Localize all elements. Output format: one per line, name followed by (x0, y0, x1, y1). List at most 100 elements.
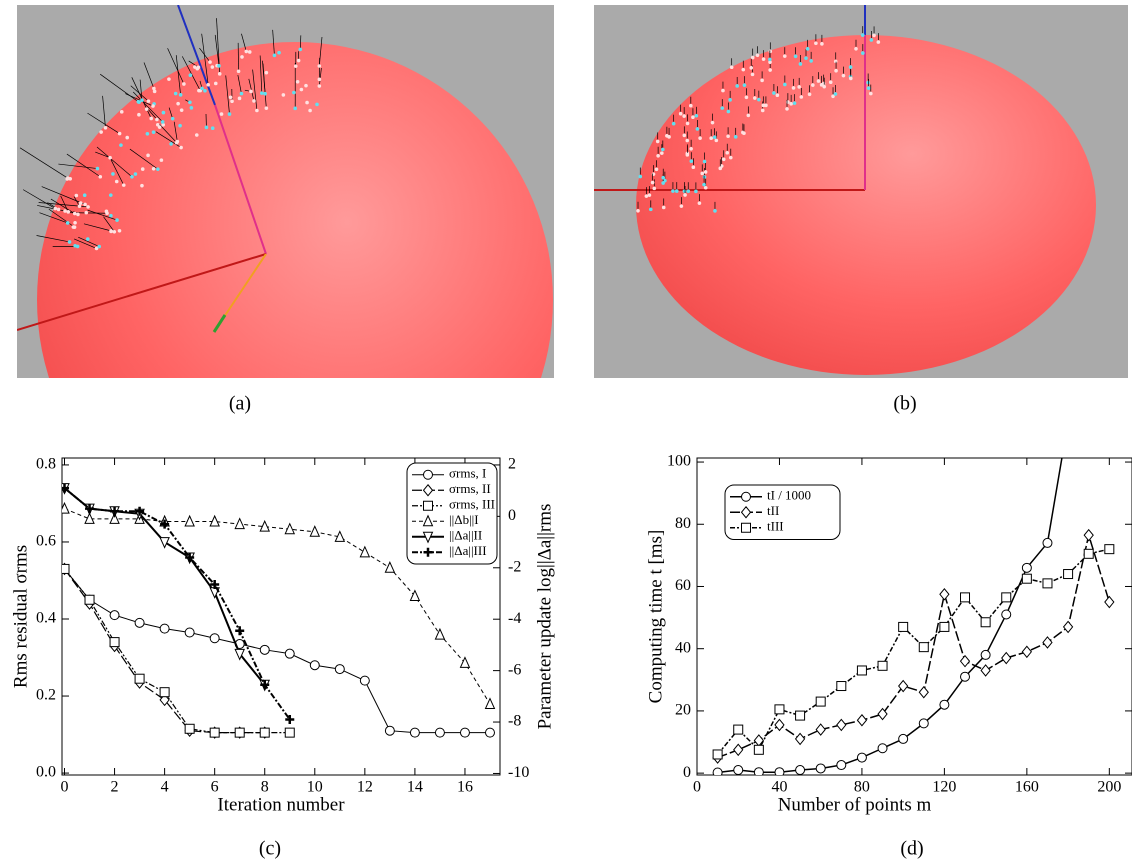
point (733, 135, 738, 139)
ray (143, 62, 155, 89)
point (63, 209, 67, 213)
point (757, 97, 761, 102)
point (691, 115, 695, 120)
point (656, 153, 660, 158)
point (295, 80, 300, 84)
marker (959, 654, 971, 668)
axis-y-end (212, 314, 227, 333)
marker (109, 512, 120, 524)
y2-tick-label: 0 (508, 507, 516, 524)
point (755, 53, 760, 58)
y-tick-label: 0 (683, 764, 691, 781)
point (244, 49, 249, 54)
marker (1021, 562, 1032, 573)
point (703, 185, 708, 190)
point (73, 244, 77, 248)
marker (877, 743, 888, 754)
marker (1104, 544, 1115, 555)
x-tick-label: 14 (407, 779, 423, 796)
legend-label: σrms, I (449, 466, 486, 481)
point (648, 207, 653, 212)
ray (41, 186, 86, 205)
point (94, 246, 99, 251)
point (728, 98, 732, 102)
marker (1062, 620, 1074, 634)
marker (1021, 645, 1033, 659)
marker (359, 545, 371, 558)
legend-label: σrms, III (449, 497, 495, 512)
point (685, 153, 690, 157)
marker (284, 727, 295, 738)
point (682, 133, 687, 138)
marker (284, 522, 296, 535)
y-tick-label: 40 (675, 639, 691, 656)
plot-frame (61, 457, 501, 776)
point (137, 100, 141, 104)
ray (78, 236, 100, 247)
point (685, 121, 690, 126)
point (65, 221, 70, 225)
point (721, 157, 726, 162)
marker (309, 525, 321, 537)
marker (134, 673, 145, 684)
point (117, 228, 122, 233)
marker (422, 514, 434, 527)
marker (1021, 573, 1032, 584)
point (661, 147, 665, 152)
point (130, 175, 134, 179)
marker (918, 718, 929, 729)
point (66, 210, 71, 214)
plot-frame (696, 457, 1132, 776)
marker (309, 660, 320, 671)
marker (795, 765, 806, 775)
point (652, 186, 657, 191)
point (299, 87, 304, 92)
point (178, 123, 182, 128)
points (53, 47, 322, 251)
point (230, 99, 234, 104)
point (213, 81, 218, 86)
point (114, 179, 119, 184)
point (697, 201, 702, 205)
marker (753, 744, 764, 755)
point (729, 65, 734, 70)
ray (173, 121, 178, 142)
point (814, 41, 818, 46)
marker (1083, 528, 1094, 542)
point (702, 159, 707, 164)
point (176, 101, 180, 106)
point (682, 114, 686, 118)
point (872, 33, 876, 38)
point (728, 155, 733, 160)
point (811, 83, 815, 87)
legend-label: tII (767, 503, 779, 518)
y2-tick-label: 2 (508, 456, 516, 473)
marker (134, 617, 145, 628)
point (793, 54, 798, 59)
point (140, 183, 144, 188)
legend-label: σrms, II (449, 481, 491, 496)
point (860, 33, 865, 37)
point (768, 49, 773, 54)
point (786, 100, 790, 104)
point (749, 66, 754, 70)
point (293, 106, 298, 111)
point (111, 172, 115, 176)
point (712, 135, 717, 140)
ray (259, 55, 263, 94)
point (816, 79, 821, 83)
point (296, 58, 301, 63)
marker (733, 743, 744, 757)
point (281, 93, 286, 97)
point (833, 59, 838, 64)
marker (409, 727, 420, 738)
point (82, 193, 87, 198)
x-tick-label: 4 (161, 779, 169, 796)
marker (434, 627, 446, 640)
x-tick-label: 40 (771, 779, 787, 796)
point (304, 83, 308, 88)
point (805, 47, 810, 51)
point (848, 65, 853, 69)
ray (139, 79, 143, 101)
marker (109, 637, 120, 648)
